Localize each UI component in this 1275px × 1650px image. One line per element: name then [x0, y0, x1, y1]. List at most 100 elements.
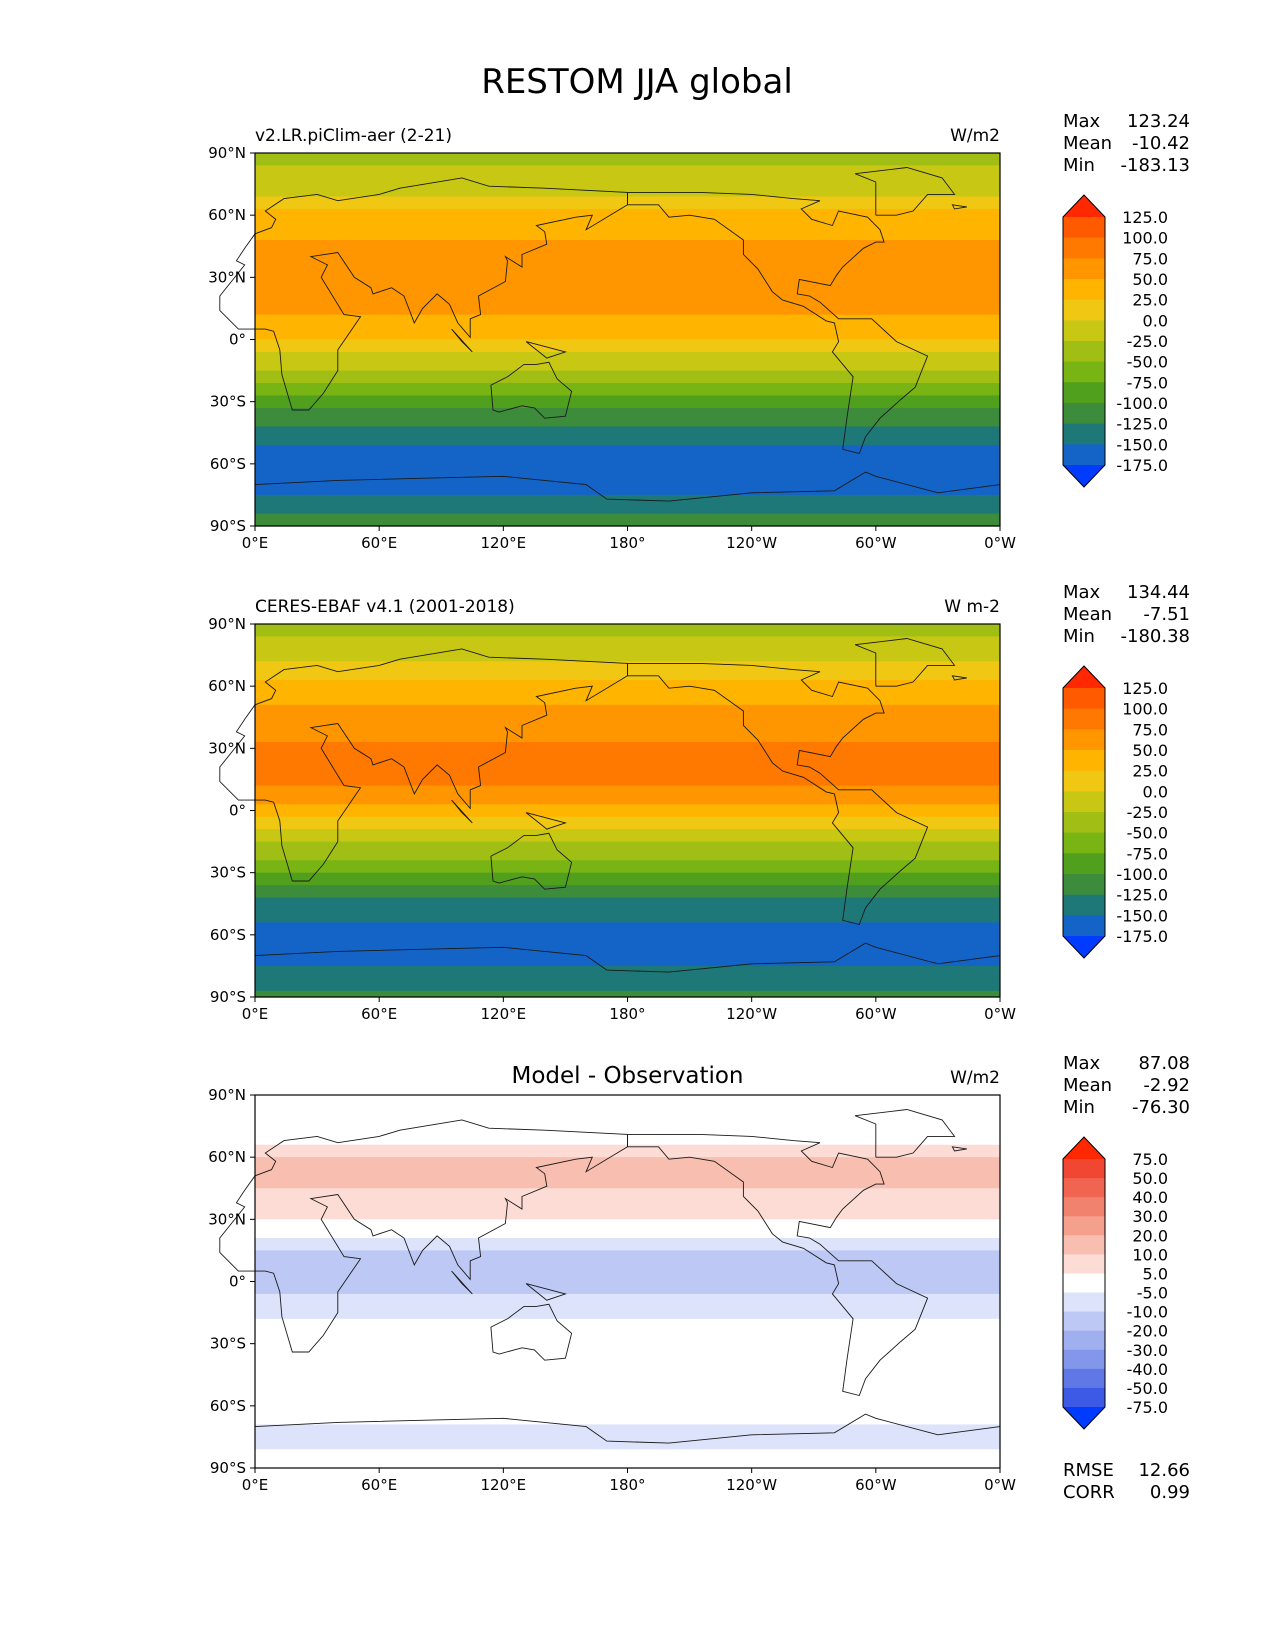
y-tick-label: 30°S: [210, 393, 246, 411]
colorbar-outline: [1062, 665, 1106, 959]
x-tick-label: 60°E: [361, 1476, 397, 1494]
colorbar-swatch: [1063, 1311, 1105, 1332]
map-band: [255, 302, 1000, 310]
map-band: [255, 351, 1000, 359]
map-band: [255, 972, 1000, 979]
map-band: [255, 1275, 1000, 1283]
colorbar-level-label: -25.0: [1127, 803, 1168, 822]
map-band: [255, 1362, 1000, 1370]
map-band: [255, 1349, 1000, 1357]
colorbar-level-label: -175.0: [1116, 927, 1168, 946]
map-band: [255, 698, 1000, 706]
colorbar-level-label: -50.0: [1127, 824, 1168, 843]
colorbar-swatch: [1063, 812, 1105, 834]
colorbar-level-label: -150.0: [1116, 435, 1168, 454]
y-tick-label: 0°: [229, 1273, 246, 1291]
map-band: [255, 810, 1000, 818]
panel-3: 0°E 60°E 120°E 180° 120°W 60°W 0°W 90°N 60°N 30°N…: [208, 1053, 1190, 1503]
stat-value: 134.44: [1127, 582, 1190, 603]
coastline: [219, 648, 628, 882]
map-band: [255, 742, 1000, 749]
colorbar-level-label: 40.0: [1132, 1188, 1168, 1207]
map-band: [255, 1380, 1000, 1388]
map-band: [255, 153, 1000, 160]
footer-stat-value: 12.66: [1138, 1460, 1190, 1481]
panels: 0°E 60°E 120°E 180° 120°W 60°W 0°W 90°N 60°N 30°N…: [208, 111, 1190, 1503]
x-tick-label: 60°E: [361, 534, 397, 552]
colorbar-level-label: 25.0: [1132, 291, 1168, 310]
stat-value: 87.08: [1138, 1053, 1190, 1074]
colorbar-level-label: 25.0: [1132, 762, 1168, 781]
map-band: [255, 692, 1000, 700]
coastline: [490, 1303, 573, 1361]
map-band: [255, 376, 1000, 384]
map-band: [255, 1405, 1000, 1413]
colorbar-extend-top: [1063, 195, 1105, 217]
map-band: [255, 482, 1000, 490]
map-band: [255, 766, 1000, 774]
colorbar-swatch: [1063, 853, 1105, 875]
footer-stat-label: CORR: [1063, 1482, 1115, 1503]
map-band: [255, 438, 1000, 446]
map-band: [255, 711, 1000, 718]
map-band: [255, 401, 1000, 409]
colorbar-level-label: -40.0: [1127, 1360, 1168, 1379]
map-band: [255, 1231, 1000, 1239]
map-band: [255, 679, 1000, 687]
colorbar-extend-top: [1063, 666, 1105, 688]
map-band: [255, 1200, 1000, 1208]
map-band: [255, 735, 1000, 743]
x-tick-label: 120°W: [726, 1005, 777, 1023]
x-tick-label: 180°: [609, 1005, 645, 1023]
map-band: [255, 1374, 1000, 1382]
coastline: [627, 662, 929, 926]
map-band: [255, 878, 1000, 886]
map-band: [255, 227, 1000, 235]
colorbar-level-label: -10.0: [1127, 1303, 1168, 1322]
y-tick-label: 60°S: [210, 926, 246, 944]
stat-label: Max: [1063, 111, 1101, 132]
map-band: [255, 1430, 1000, 1438]
map-band: [255, 922, 1000, 930]
colorbar-level-label: -100.0: [1116, 394, 1168, 413]
map-band: [255, 1163, 1000, 1171]
coastline: [854, 638, 956, 687]
map-band: [255, 953, 1000, 961]
stat-value: -76.30: [1132, 1097, 1190, 1118]
map-band: [255, 1206, 1000, 1214]
map-band: [255, 445, 1000, 452]
map-band: [255, 959, 1000, 967]
map-band: [255, 885, 1000, 892]
footer-stat-value: 0.99: [1150, 1482, 1190, 1503]
colorbar-level-label: -175.0: [1116, 456, 1168, 475]
colorbar-swatch: [1063, 915, 1105, 937]
map-band: [255, 177, 1000, 185]
map-band: [255, 1244, 1000, 1252]
map-band: [255, 264, 1000, 272]
colorbar-swatch: [1063, 341, 1105, 363]
map-band: [255, 1269, 1000, 1276]
map-band: [255, 965, 1000, 973]
colorbar-swatch: [1063, 750, 1105, 772]
stat-label: Mean: [1063, 1075, 1112, 1096]
map-band: [255, 984, 1000, 992]
footer-stat-label: RMSE: [1063, 1460, 1114, 1481]
map-band: [255, 829, 1000, 836]
coastline: [451, 328, 473, 353]
stat-label: Min: [1063, 155, 1095, 176]
map-band: [255, 717, 1000, 725]
colorbar-swatch: [1063, 1159, 1105, 1179]
map-band: [255, 327, 1000, 334]
map-band: [255, 283, 1000, 291]
map-band: [255, 289, 1000, 297]
map-band: [255, 171, 1000, 179]
x-tick-label: 0°E: [242, 1476, 269, 1494]
coastline: [219, 177, 628, 411]
coastline: [951, 204, 967, 210]
map-band: [255, 1225, 1000, 1233]
map-band: [255, 1250, 1000, 1258]
coastline: [627, 1133, 929, 1397]
stat-value: -2.92: [1143, 1075, 1190, 1096]
colorbar-level-label: 75.0: [1132, 249, 1168, 268]
colorbar-level-label: 125.0: [1122, 679, 1168, 698]
